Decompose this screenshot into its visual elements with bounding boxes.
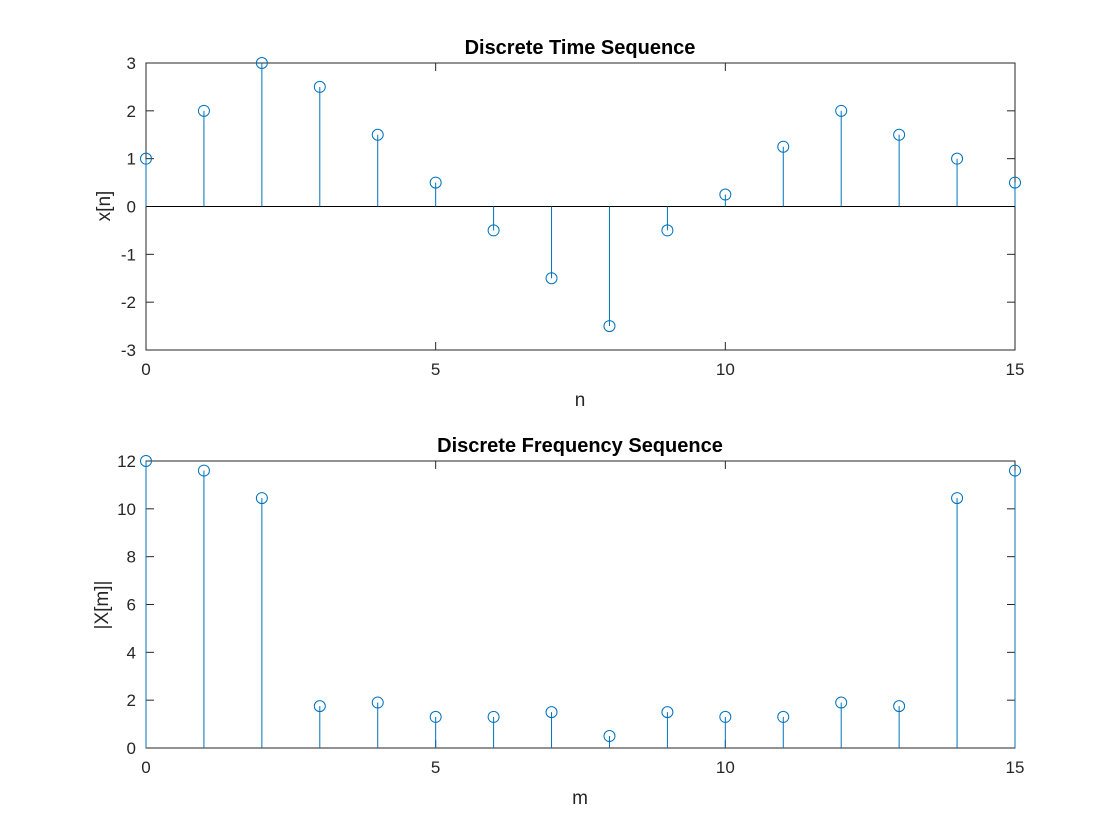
frequency-y-tick-label: 8 bbox=[127, 548, 136, 567]
time-x-tick-label: 5 bbox=[431, 360, 440, 379]
frequency-stem-marker bbox=[719, 710, 732, 723]
time-ticks bbox=[145, 62, 1016, 351]
time-stem-marker bbox=[1009, 176, 1021, 189]
time-plot-title: Discrete Time Sequence bbox=[465, 37, 696, 59]
time-y-axis-label: x[n] bbox=[94, 191, 115, 222]
frequency-stem-marker bbox=[835, 696, 848, 709]
time-stem-marker bbox=[313, 80, 326, 93]
time-stem-marker bbox=[661, 224, 674, 237]
time-stem-marker bbox=[140, 152, 152, 165]
frequency-y-tick-label: 0 bbox=[127, 739, 136, 758]
frequency-y-tick-label: 2 bbox=[127, 691, 136, 710]
frequency-stem-marker bbox=[545, 706, 558, 719]
time-stem-marker bbox=[255, 57, 268, 69]
time-stem-marker bbox=[719, 188, 732, 201]
frequency-axes-box bbox=[145, 460, 1016, 749]
time-y-tick-label: 2 bbox=[127, 102, 136, 121]
time-stem-marker bbox=[951, 152, 964, 165]
frequency-y-tick-label: 12 bbox=[117, 452, 136, 471]
frequency-stem-marker bbox=[313, 700, 326, 713]
time-stem-marker bbox=[197, 104, 210, 117]
time-stems bbox=[145, 63, 1016, 327]
frequency-plot-title: Discrete Frequency Sequence bbox=[437, 435, 723, 457]
time-markers bbox=[140, 57, 1021, 333]
time-y-tick-label: 0 bbox=[127, 198, 136, 217]
frequency-y-axis-label: |X[m]| bbox=[92, 581, 113, 630]
frequency-x-tick-label: 0 bbox=[141, 758, 150, 777]
time-x-tick-label: 10 bbox=[716, 360, 735, 379]
frequency-stem-marker bbox=[255, 492, 268, 505]
frequency-y-tick-label: 6 bbox=[127, 596, 136, 615]
time-x-tick-label: 15 bbox=[1006, 360, 1025, 379]
frequency-stem-marker bbox=[197, 464, 210, 477]
frequency-stem-marker bbox=[893, 700, 906, 713]
frequency-x-tick-label: 10 bbox=[716, 758, 735, 777]
time-tick-labels: 0 5 10 15 -3 -2 -1 0 1 2 3 bbox=[121, 54, 1025, 379]
frequency-x-axis-label: m bbox=[572, 788, 588, 809]
frequency-markers bbox=[140, 455, 1021, 743]
time-stem-marker bbox=[603, 320, 616, 333]
frequency-stem-marker bbox=[487, 710, 500, 723]
frequency-sequence-plot: 0 5 10 15 0 2 4 6 8 10 12 Discrete Frequency Seque… bbox=[92, 435, 1024, 809]
frequency-stem-marker bbox=[140, 455, 152, 467]
time-y-tick-label: 3 bbox=[127, 54, 136, 73]
time-stem-marker bbox=[835, 104, 848, 117]
frequency-y-tick-label: 10 bbox=[117, 500, 136, 519]
time-stem-marker bbox=[429, 176, 442, 189]
time-y-tick-label: 1 bbox=[127, 150, 136, 169]
frequency-stem-marker bbox=[429, 710, 442, 723]
time-x-tick-label: 0 bbox=[141, 360, 150, 379]
frequency-stem-marker bbox=[371, 696, 384, 709]
time-y-tick-label: -3 bbox=[121, 341, 136, 360]
time-stem-marker bbox=[545, 272, 558, 285]
frequency-y-tick-label: 4 bbox=[127, 643, 136, 662]
frequency-stem-marker bbox=[777, 710, 790, 723]
frequency-stem-marker bbox=[1009, 464, 1021, 477]
time-x-axis-label: n bbox=[575, 390, 586, 411]
time-stem-marker bbox=[371, 128, 384, 141]
time-stem-marker bbox=[893, 128, 906, 141]
time-y-tick-label: -2 bbox=[121, 293, 136, 312]
time-y-tick-label: -1 bbox=[121, 245, 136, 264]
frequency-tick-labels: 0 5 10 15 0 2 4 6 8 10 12 bbox=[117, 452, 1024, 777]
frequency-x-tick-label: 15 bbox=[1006, 758, 1025, 777]
frequency-x-tick-label: 5 bbox=[431, 758, 440, 777]
frequency-stems bbox=[145, 461, 1016, 748]
time-stem-marker bbox=[487, 224, 500, 237]
frequency-stem-marker bbox=[951, 492, 964, 505]
time-stem-marker bbox=[777, 140, 790, 153]
frequency-stem-marker bbox=[661, 706, 674, 719]
frequency-stem-marker bbox=[603, 730, 616, 743]
